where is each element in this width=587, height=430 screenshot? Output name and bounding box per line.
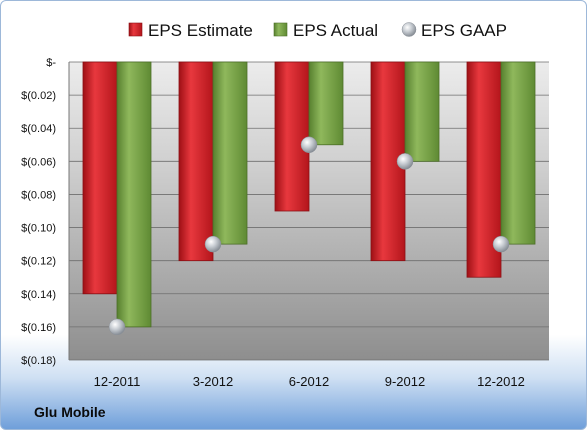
marker-eps-gaap xyxy=(204,235,222,253)
y-tick-label: $(0.10) xyxy=(21,223,56,235)
marker-eps-gaap xyxy=(108,318,126,336)
marker-eps-gaap xyxy=(492,235,510,253)
legend-swatch xyxy=(273,22,288,37)
marker-eps-gaap xyxy=(300,136,318,154)
legend-label: EPS GAAP xyxy=(421,21,507,40)
x-tick-label: 12-2012 xyxy=(477,374,525,389)
x-axis: 12-2011 3-2012 6-2012 9-2012 12-2012 xyxy=(94,374,525,389)
y-tick-label: $(0.14) xyxy=(21,289,56,301)
marker-eps-gaap xyxy=(396,153,414,170)
bar-eps-actual xyxy=(308,61,344,146)
y-tick-label: $(0.02) xyxy=(21,90,56,102)
bar-eps-estimate xyxy=(274,61,310,212)
y-tick-label: $- xyxy=(46,57,56,69)
legend-label: EPS Actual xyxy=(293,21,378,40)
x-tick-label: 12-2011 xyxy=(94,374,141,389)
x-tick-label: 3-2012 xyxy=(193,374,233,389)
company-name: Glu Mobile xyxy=(34,404,106,420)
bar-eps-actual xyxy=(404,61,440,162)
bar-eps-actual xyxy=(116,61,152,328)
gaap-markers xyxy=(108,136,510,336)
x-tick-label: 6-2012 xyxy=(289,374,329,389)
bars xyxy=(82,61,536,328)
x-tick-label: 9-2012 xyxy=(385,374,425,389)
y-tick-label: $(0.18) xyxy=(21,355,56,367)
bar-eps-actual xyxy=(500,61,536,245)
y-tick-label: $(0.16) xyxy=(21,322,56,334)
y-tick-label: $(0.08) xyxy=(21,189,56,201)
y-axis: $- $(0.02) $(0.04) $(0.06) $(0.08) $(0.10) $(0… xyxy=(21,57,70,367)
y-tick-label: $(0.12) xyxy=(21,256,56,268)
legend-swatch xyxy=(128,22,143,37)
bar-eps-estimate xyxy=(178,61,214,262)
y-tick-label: $(0.06) xyxy=(21,156,56,168)
y-tick-label: $(0.04) xyxy=(21,123,56,135)
bar-eps-actual xyxy=(212,61,248,245)
bar-eps-estimate xyxy=(82,61,118,295)
legend: EPS Estimate EPS Actual EPS GAAP xyxy=(128,21,507,40)
legend-label: EPS Estimate xyxy=(148,21,253,40)
legend-swatch xyxy=(401,22,417,37)
